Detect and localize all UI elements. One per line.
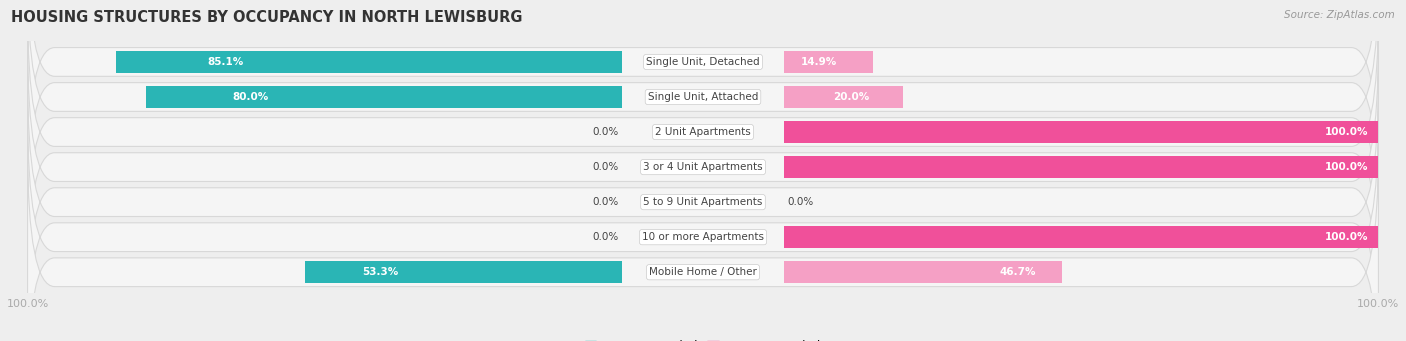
Bar <box>785 156 1378 178</box>
FancyBboxPatch shape <box>28 41 1378 293</box>
Text: Source: ZipAtlas.com: Source: ZipAtlas.com <box>1284 10 1395 20</box>
Text: 46.7%: 46.7% <box>1000 267 1036 277</box>
FancyBboxPatch shape <box>28 6 1378 258</box>
Text: Mobile Home / Other: Mobile Home / Other <box>650 267 756 277</box>
Bar <box>785 51 873 73</box>
Bar <box>785 121 1378 143</box>
Text: 0.0%: 0.0% <box>787 197 814 207</box>
Bar <box>785 226 1378 248</box>
Bar <box>305 261 621 283</box>
FancyBboxPatch shape <box>28 112 1378 341</box>
Text: 0.0%: 0.0% <box>592 127 619 137</box>
FancyBboxPatch shape <box>28 76 1378 328</box>
Text: 20.0%: 20.0% <box>832 92 869 102</box>
Text: 5 to 9 Unit Apartments: 5 to 9 Unit Apartments <box>644 197 762 207</box>
Text: 100.0%: 100.0% <box>1324 162 1368 172</box>
Text: 80.0%: 80.0% <box>232 92 269 102</box>
Bar <box>146 86 621 108</box>
Text: HOUSING STRUCTURES BY OCCUPANCY IN NORTH LEWISBURG: HOUSING STRUCTURES BY OCCUPANCY IN NORTH… <box>11 10 523 25</box>
Text: 85.1%: 85.1% <box>207 57 243 67</box>
Text: 0.0%: 0.0% <box>592 232 619 242</box>
Text: 0.0%: 0.0% <box>592 197 619 207</box>
Bar <box>117 51 621 73</box>
Text: 14.9%: 14.9% <box>801 57 837 67</box>
FancyBboxPatch shape <box>28 146 1378 341</box>
Text: 100.0%: 100.0% <box>1324 232 1368 242</box>
Text: Single Unit, Attached: Single Unit, Attached <box>648 92 758 102</box>
Text: 3 or 4 Unit Apartments: 3 or 4 Unit Apartments <box>643 162 763 172</box>
Text: 2 Unit Apartments: 2 Unit Apartments <box>655 127 751 137</box>
Bar <box>785 261 1062 283</box>
Text: 10 or more Apartments: 10 or more Apartments <box>643 232 763 242</box>
Bar <box>785 86 903 108</box>
Text: 53.3%: 53.3% <box>363 267 398 277</box>
Text: 100.0%: 100.0% <box>1324 127 1368 137</box>
FancyBboxPatch shape <box>28 0 1378 188</box>
Legend: Owner-occupied, Renter-occupied: Owner-occupied, Renter-occupied <box>579 336 827 341</box>
Text: 0.0%: 0.0% <box>592 162 619 172</box>
FancyBboxPatch shape <box>28 0 1378 223</box>
Text: Single Unit, Detached: Single Unit, Detached <box>647 57 759 67</box>
